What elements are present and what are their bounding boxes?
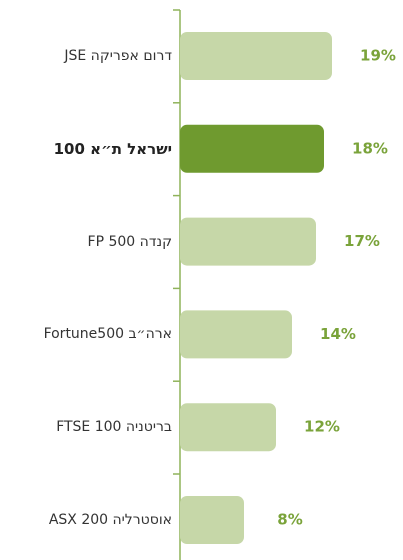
value-label: 18% — [352, 139, 388, 157]
bar — [180, 496, 244, 544]
category-label: ישראל ת״א 100 — [53, 139, 172, 158]
value-label: 14% — [320, 325, 356, 343]
category-label: דרום אפריקה JSE — [64, 48, 172, 64]
category-label: ארה״ב Fortune500 — [43, 326, 172, 343]
bar — [180, 32, 332, 80]
value-label: 19% — [360, 47, 396, 65]
value-label: 12% — [304, 418, 340, 436]
category-label: קנדה FP 500 — [87, 233, 172, 250]
bar — [180, 310, 292, 359]
value-label: 17% — [344, 232, 380, 250]
value-label: 8% — [277, 511, 302, 529]
category-label: בריטניה FTSE 100 — [56, 419, 172, 436]
bar — [180, 124, 324, 173]
category-label: אוסטרליה ASX 200 — [48, 512, 172, 528]
bar — [180, 403, 276, 452]
bar — [180, 217, 316, 266]
